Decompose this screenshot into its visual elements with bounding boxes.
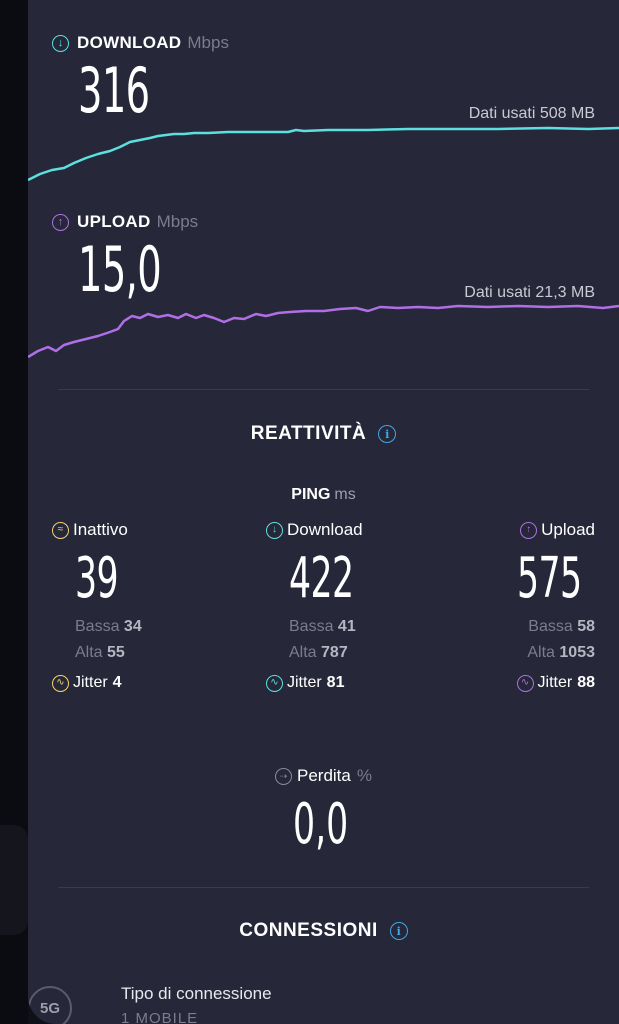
- ping-idle-value: 39: [52, 546, 212, 611]
- ping-upload-high: Alta 1053: [429, 644, 595, 662]
- section-divider: [58, 389, 589, 390]
- ping-idle-label: Inattivo: [73, 520, 128, 539]
- ping-idle-jitter-label: Jitter: [73, 674, 108, 691]
- ping-download-number: 422: [289, 546, 354, 611]
- ping-unit: ms: [334, 486, 356, 503]
- ping-upload-low-value: 58: [577, 618, 595, 635]
- packet-loss-number: 0,0: [293, 792, 349, 857]
- 5g-badge-icon: 5G: [28, 986, 72, 1024]
- ping-download-jitter-label: Jitter: [287, 674, 322, 691]
- upload-unit: Mbps: [156, 212, 199, 231]
- ping-idle-low: Bassa 34: [52, 618, 212, 636]
- ping-download-header: ↓ Download: [266, 520, 426, 540]
- ping-download-jitter-value: 81: [326, 674, 345, 691]
- ping-idle-low-label: Bassa: [75, 618, 120, 635]
- ping-download-column: ↓ Download 422 Bassa 41 Alta 787 ∿ Jitte…: [266, 520, 426, 692]
- upload-speed-graph: [28, 304, 619, 359]
- download-value: 316: [78, 54, 150, 127]
- packet-loss-unit: %: [356, 766, 372, 785]
- packet-loss: ⇢ Perdita % 0,0: [28, 766, 619, 857]
- download-speed-graph: [28, 126, 619, 182]
- download-unit: Mbps: [187, 33, 229, 52]
- ping-idle-high-value: 55: [107, 644, 125, 661]
- connection-type-label: Tipo di connessione: [121, 984, 272, 1003]
- ping-upload-jitter: ∿ Jitter 88: [429, 674, 595, 692]
- jitter-icon: ∿: [52, 674, 69, 692]
- download-label: DOWNLOAD: [77, 33, 182, 52]
- download-data-used: Dati usati 508 MB: [468, 105, 595, 122]
- connections-header: CONNESSIONI i: [28, 920, 619, 942]
- download-icon: ↓: [266, 521, 283, 539]
- download-header: ↓ DOWNLOAD Mbps: [52, 33, 229, 53]
- ping-download-high-value: 787: [321, 644, 348, 661]
- jitter-icon: ∿: [266, 674, 283, 692]
- download-icon: ↓: [52, 34, 69, 52]
- ping-upload-column: ↑ Upload 575 Bassa 58 Alta 1053 ∿ Jitter…: [429, 520, 595, 692]
- ping-upload-jitter-value: 88: [577, 674, 595, 691]
- ping-download-high: Alta 787: [266, 644, 426, 662]
- upload-icon: ↑: [520, 521, 538, 539]
- responsiveness-header: REATTIVITÀ i: [28, 423, 619, 445]
- ping-download-low-label: Bassa: [289, 618, 334, 635]
- ping-upload-low: Bassa 58: [429, 618, 595, 636]
- ping-upload-value: 575: [429, 546, 595, 611]
- ping-upload-low-label: Bassa: [528, 618, 573, 635]
- upload-icon: ↑: [52, 213, 69, 231]
- connection-type-row[interactable]: 5G Tipo di connessione 1 MOBILE: [28, 980, 619, 1024]
- ping-download-label: Download: [287, 520, 363, 539]
- ping-upload-header: ↑ Upload: [429, 520, 595, 540]
- ping-idle-number: 39: [75, 546, 119, 611]
- ping-title: PING ms: [28, 486, 619, 504]
- upload-label: UPLOAD: [77, 212, 151, 231]
- ping-idle-high: Alta 55: [52, 644, 212, 662]
- ping-download-low: Bassa 41: [266, 618, 426, 636]
- ping-label: PING: [291, 486, 331, 503]
- results-panel[interactable]: ↓ DOWNLOAD Mbps 316 Dati usati 508 MB ↑ …: [28, 0, 619, 1024]
- packet-loss-value: 0,0: [28, 792, 619, 857]
- ping-idle-low-value: 34: [123, 618, 142, 635]
- upload-header: ↑ UPLOAD Mbps: [52, 212, 198, 232]
- connections-title: CONNESSIONI: [239, 920, 378, 941]
- connections-info-icon[interactable]: i: [389, 922, 408, 940]
- ping-download-value: 422: [266, 546, 426, 611]
- upload-data-used: Dati usati 21,3 MB: [464, 284, 595, 301]
- ping-download-low-value: 41: [337, 618, 356, 635]
- ping-idle-header: ≈ Inattivo: [52, 520, 212, 540]
- responsiveness-info-icon[interactable]: i: [378, 425, 397, 443]
- packet-loss-label: Perdita: [297, 766, 351, 785]
- ping-download-high-label: Alta: [289, 644, 317, 661]
- section-divider: [58, 887, 589, 888]
- ping-idle-jitter: ∿ Jitter 4: [52, 674, 212, 692]
- ping-idle-high-label: Alta: [75, 644, 103, 661]
- upload-value: 15,0: [78, 233, 162, 306]
- packet-loss-header: ⇢ Perdita %: [28, 766, 619, 786]
- packet-loss-icon: ⇢: [275, 767, 292, 785]
- idle-icon: ≈: [52, 521, 69, 539]
- ping-idle-column: ≈ Inattivo 39 Bassa 34 Alta 55 ∿ Jitter 4: [52, 520, 212, 692]
- ping-upload-high-label: Alta: [527, 644, 555, 661]
- background-card-edge: [0, 825, 28, 935]
- ping-upload-high-value: 1053: [559, 644, 595, 661]
- connection-type-value: 1 MOBILE: [121, 1010, 199, 1024]
- left-edge-strip: [0, 0, 28, 1024]
- ping-upload-label: Upload: [541, 520, 595, 539]
- responsiveness-title: REATTIVITÀ: [250, 423, 367, 444]
- ping-upload-number: 575: [517, 546, 582, 611]
- jitter-icon: ∿: [516, 674, 534, 692]
- ping-idle-jitter-value: 4: [112, 674, 122, 691]
- ping-download-jitter: ∿ Jitter 81: [266, 674, 426, 692]
- ping-upload-jitter-label: Jitter: [537, 674, 573, 691]
